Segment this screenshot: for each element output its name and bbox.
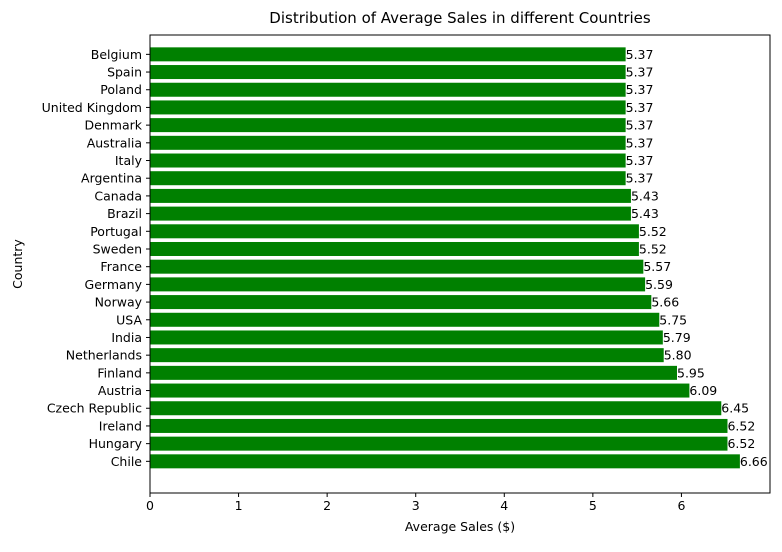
bar-denmark (150, 118, 626, 133)
bar-brazil (150, 206, 631, 221)
bar-belgium (150, 47, 626, 62)
y-tick-label: Ireland (99, 418, 142, 433)
data-label: 5.37 (626, 47, 654, 62)
x-tick-label: 1 (235, 498, 243, 513)
data-label: 5.37 (626, 171, 654, 186)
bar-poland (150, 82, 626, 97)
y-tick-label: Canada (94, 188, 142, 203)
y-tick-label: Norway (95, 295, 143, 310)
y-axis-label: Country (10, 239, 25, 289)
bar-france (150, 259, 644, 274)
y-tick-label: Finland (97, 365, 142, 380)
y-tick-label: Germany (85, 277, 143, 292)
y-ticks-layer: Chile Hungary Ireland Czech Republic Austria… (42, 47, 150, 469)
y-tick-label: Australia (87, 135, 142, 150)
y-tick-label: Brazil (107, 206, 142, 221)
chart-title: Distribution of Average Sales in differe… (269, 9, 651, 27)
plot-frame (149, 34, 771, 494)
y-tick-label: Chile (111, 454, 143, 469)
bar-finland (150, 365, 677, 380)
data-label: 5.37 (626, 82, 654, 97)
bar-argentina (150, 171, 626, 186)
y-tick-label: Czech Republic (47, 401, 142, 416)
x-tick-label: 4 (500, 498, 508, 513)
x-tick-label: 3 (412, 498, 420, 513)
data-labels-layer: 6.66 6.52 6.52 6.45 6.09 5.95 5.80 5.79 5.75 5.66… (626, 47, 768, 469)
bar-norway (150, 295, 652, 310)
bar-austria (150, 383, 690, 398)
bar-germany (150, 277, 646, 292)
data-label: 5.37 (626, 100, 654, 115)
bar-india (150, 330, 663, 345)
data-label: 6.66 (740, 454, 768, 469)
data-label: 5.79 (663, 330, 691, 345)
y-tick-label: Poland (100, 82, 142, 97)
bars-layer (150, 47, 740, 469)
y-tick-label: Hungary (89, 436, 143, 451)
bar-australia (150, 135, 626, 150)
data-label: 5.52 (639, 241, 667, 256)
bar-usa (150, 312, 660, 327)
y-tick-label: Austria (98, 383, 142, 398)
y-tick-label: Sweden (93, 241, 142, 256)
data-label: 5.95 (677, 365, 705, 380)
x-tick-label: 2 (323, 498, 331, 513)
y-tick-label: Italy (115, 153, 143, 168)
x-ticks-layer: 0 1 2 3 4 5 6 (146, 493, 685, 513)
bar-italy (150, 153, 626, 168)
bar-ireland (150, 418, 728, 433)
data-label: 5.57 (643, 259, 671, 274)
data-label: 5.37 (626, 135, 654, 150)
y-tick-label: Denmark (85, 118, 143, 133)
data-label: 6.45 (721, 401, 749, 416)
y-tick-label: Netherlands (66, 348, 142, 363)
bar-netherlands (150, 348, 664, 363)
data-label: 6.52 (727, 436, 755, 451)
data-label: 5.75 (659, 312, 687, 327)
data-label: 5.59 (645, 277, 673, 292)
bar-canada (150, 188, 631, 203)
bar-portugal (150, 224, 639, 239)
y-tick-label: Portugal (90, 224, 142, 239)
y-tick-label: Argentina (81, 171, 142, 186)
data-label: 5.43 (631, 206, 659, 221)
data-label: 5.37 (626, 118, 654, 133)
data-label: 5.52 (639, 224, 667, 239)
data-label: 6.52 (727, 418, 755, 433)
bar-spain (150, 65, 626, 80)
bar-united-kingdom (150, 100, 626, 115)
bar-hungary (150, 436, 728, 451)
x-axis-label: Average Sales ($) (405, 519, 515, 534)
data-label: 5.37 (626, 153, 654, 168)
data-label: 5.43 (631, 188, 659, 203)
y-tick-label: United Kingdom (42, 100, 142, 115)
data-label: 5.66 (651, 295, 679, 310)
data-label: 5.37 (626, 65, 654, 80)
data-label: 6.09 (689, 383, 717, 398)
y-tick-label: India (111, 330, 142, 345)
x-tick-label: 5 (589, 498, 597, 513)
y-tick-label: USA (116, 312, 142, 327)
bar-sweden (150, 241, 639, 256)
bar-chile (150, 454, 740, 469)
y-tick-label: France (100, 259, 142, 274)
x-tick-label: 6 (677, 498, 685, 513)
bar-czech-republic (150, 401, 722, 416)
y-tick-label: Belgium (91, 47, 142, 62)
data-label: 5.80 (664, 348, 692, 363)
y-tick-label: Spain (107, 65, 142, 80)
x-tick-label: 0 (146, 498, 154, 513)
